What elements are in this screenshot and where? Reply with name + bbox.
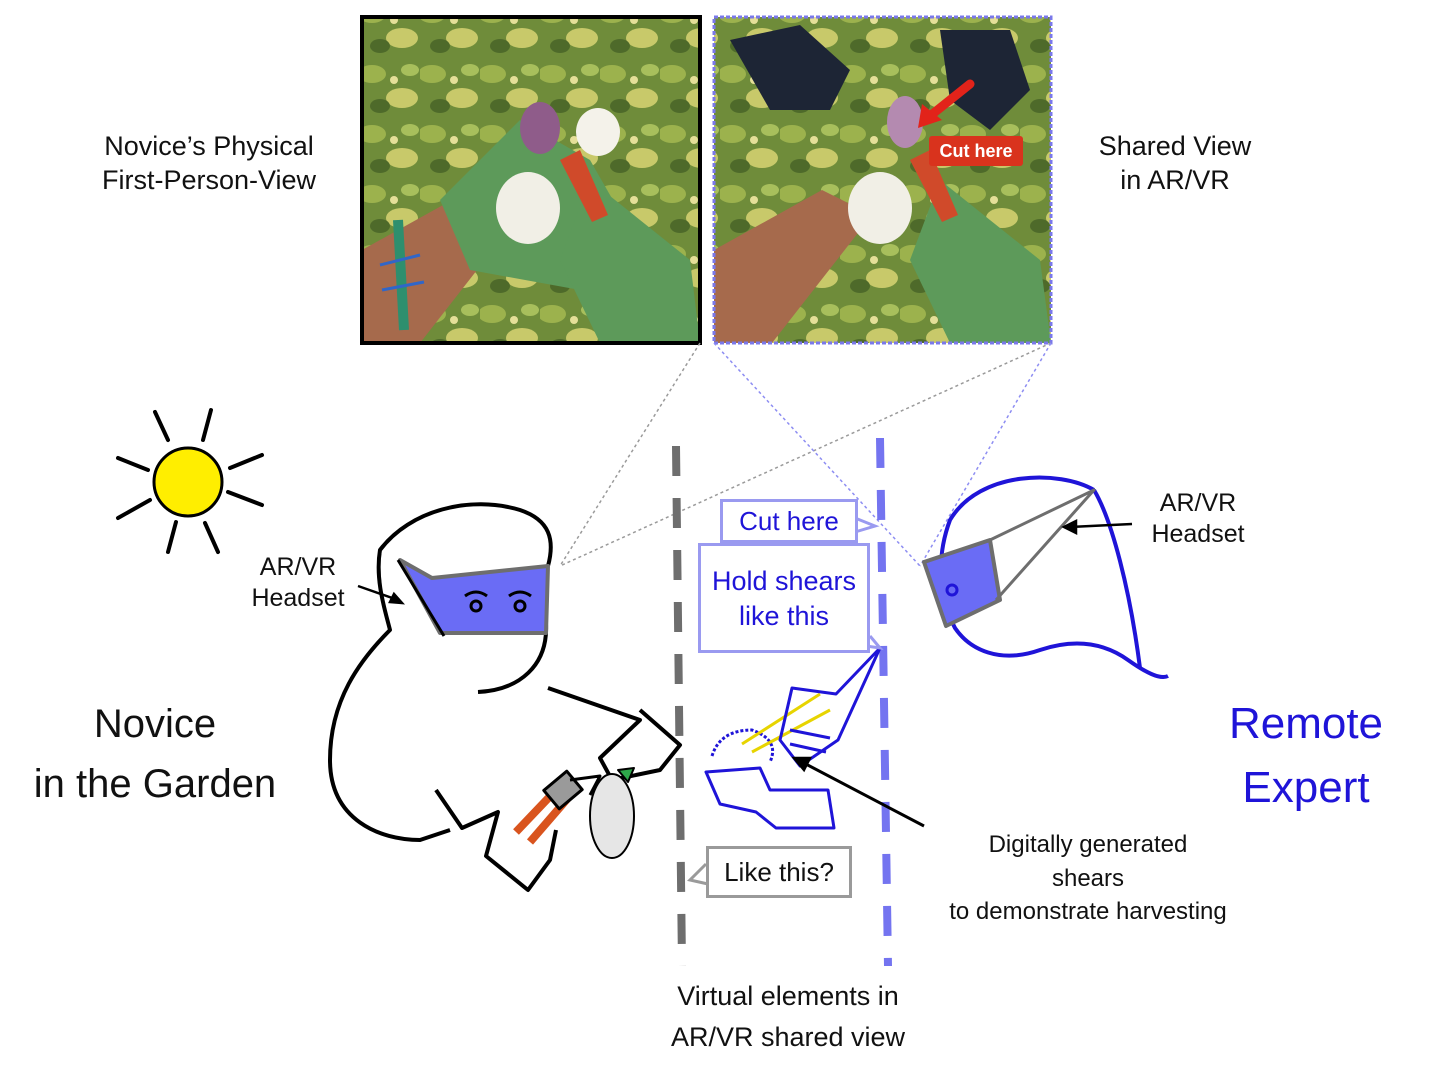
- expert-side-divider: [876, 437, 892, 967]
- novice-headset-icon: [398, 558, 550, 635]
- virtual-elements-label: Virtual elements in AR/VR shared view: [640, 976, 936, 1057]
- shared-view-line-1: Shared View: [1098, 131, 1252, 161]
- photo-label-box: [929, 136, 1023, 166]
- like-this-bubble: Like this?: [706, 846, 852, 898]
- novice-headset-line-2: Headset: [251, 584, 345, 613]
- virtual-elements-line-1: Virtual elements in: [677, 981, 899, 1011]
- hold-shears-line-1: Hold shears: [711, 566, 857, 596]
- expert-headset-arrow-icon: [1069, 522, 1133, 529]
- novice-eyes-icon: [464, 590, 532, 613]
- expert-headset-label: AR/VR Headset: [1136, 488, 1260, 551]
- expert-label: Remote Expert: [1206, 692, 1406, 820]
- novice-headset-line-1: AR/VR: [259, 553, 337, 581]
- novice-first-person-photo: [360, 15, 702, 345]
- cut-here-bubble: Cut here: [720, 499, 858, 543]
- shears-note-line-2: shears: [1051, 864, 1125, 892]
- expert-line-2: Expert: [1242, 762, 1370, 812]
- eggplant-icon: [589, 773, 635, 859]
- novice-headset-label: AR/VR Headset: [236, 552, 360, 615]
- photo-cut-here-label: Cut here: [939, 141, 1013, 161]
- sun-icon: [116, 408, 264, 554]
- novice-label: Novice in the Garden: [10, 694, 300, 814]
- novice-pov-line-2: First-Person-View: [101, 164, 317, 195]
- novice-pov-line-1: Novice’s Physical: [104, 131, 314, 161]
- hold-shears-line-2: like this: [738, 601, 830, 632]
- virtual-elements-line-2: AR/VR shared view: [670, 1021, 906, 1052]
- expert-line-1: Remote: [1228, 699, 1384, 748]
- novice-line-1: Novice: [93, 702, 217, 746]
- shared-view-photo: [712, 15, 1053, 345]
- expert-figure: [922, 475, 1169, 679]
- bubble-tail-like-this: [687, 862, 709, 886]
- expert-headset-line-1: AR/VR: [1159, 489, 1237, 517]
- shears-note-label: Digitally generated shears to demonstrat…: [918, 828, 1258, 929]
- hold-shears-bubble: Hold shears like this: [698, 543, 870, 653]
- projection-lines: [559, 342, 1052, 567]
- novice-figure: [328, 502, 682, 892]
- novice-line-2: in the Garden: [33, 762, 277, 806]
- red-arrow-icon: [925, 79, 975, 121]
- shears-note-line-3: to demonstrate harvesting: [949, 898, 1227, 926]
- novice-pov-label: Novice’s Physical First-Person-View: [84, 130, 334, 198]
- novice-shears-icon: [513, 769, 602, 845]
- bubble-tail-cut-here: [854, 516, 880, 534]
- digital-shears-icon: [704, 646, 882, 830]
- shears-note-arrow-icon: [801, 760, 925, 828]
- shared-view-line-2: in AR/VR: [1120, 164, 1230, 195]
- novice-side-divider: [672, 445, 686, 967]
- expert-headset-line-2: Headset: [1151, 520, 1245, 549]
- shears-note-line-1: Digitally generated: [988, 831, 1188, 858]
- label-arrows: [357, 518, 1133, 828]
- shared-view-label: Shared View in AR/VR: [1086, 130, 1264, 198]
- expert-headset-icon: [922, 538, 1002, 628]
